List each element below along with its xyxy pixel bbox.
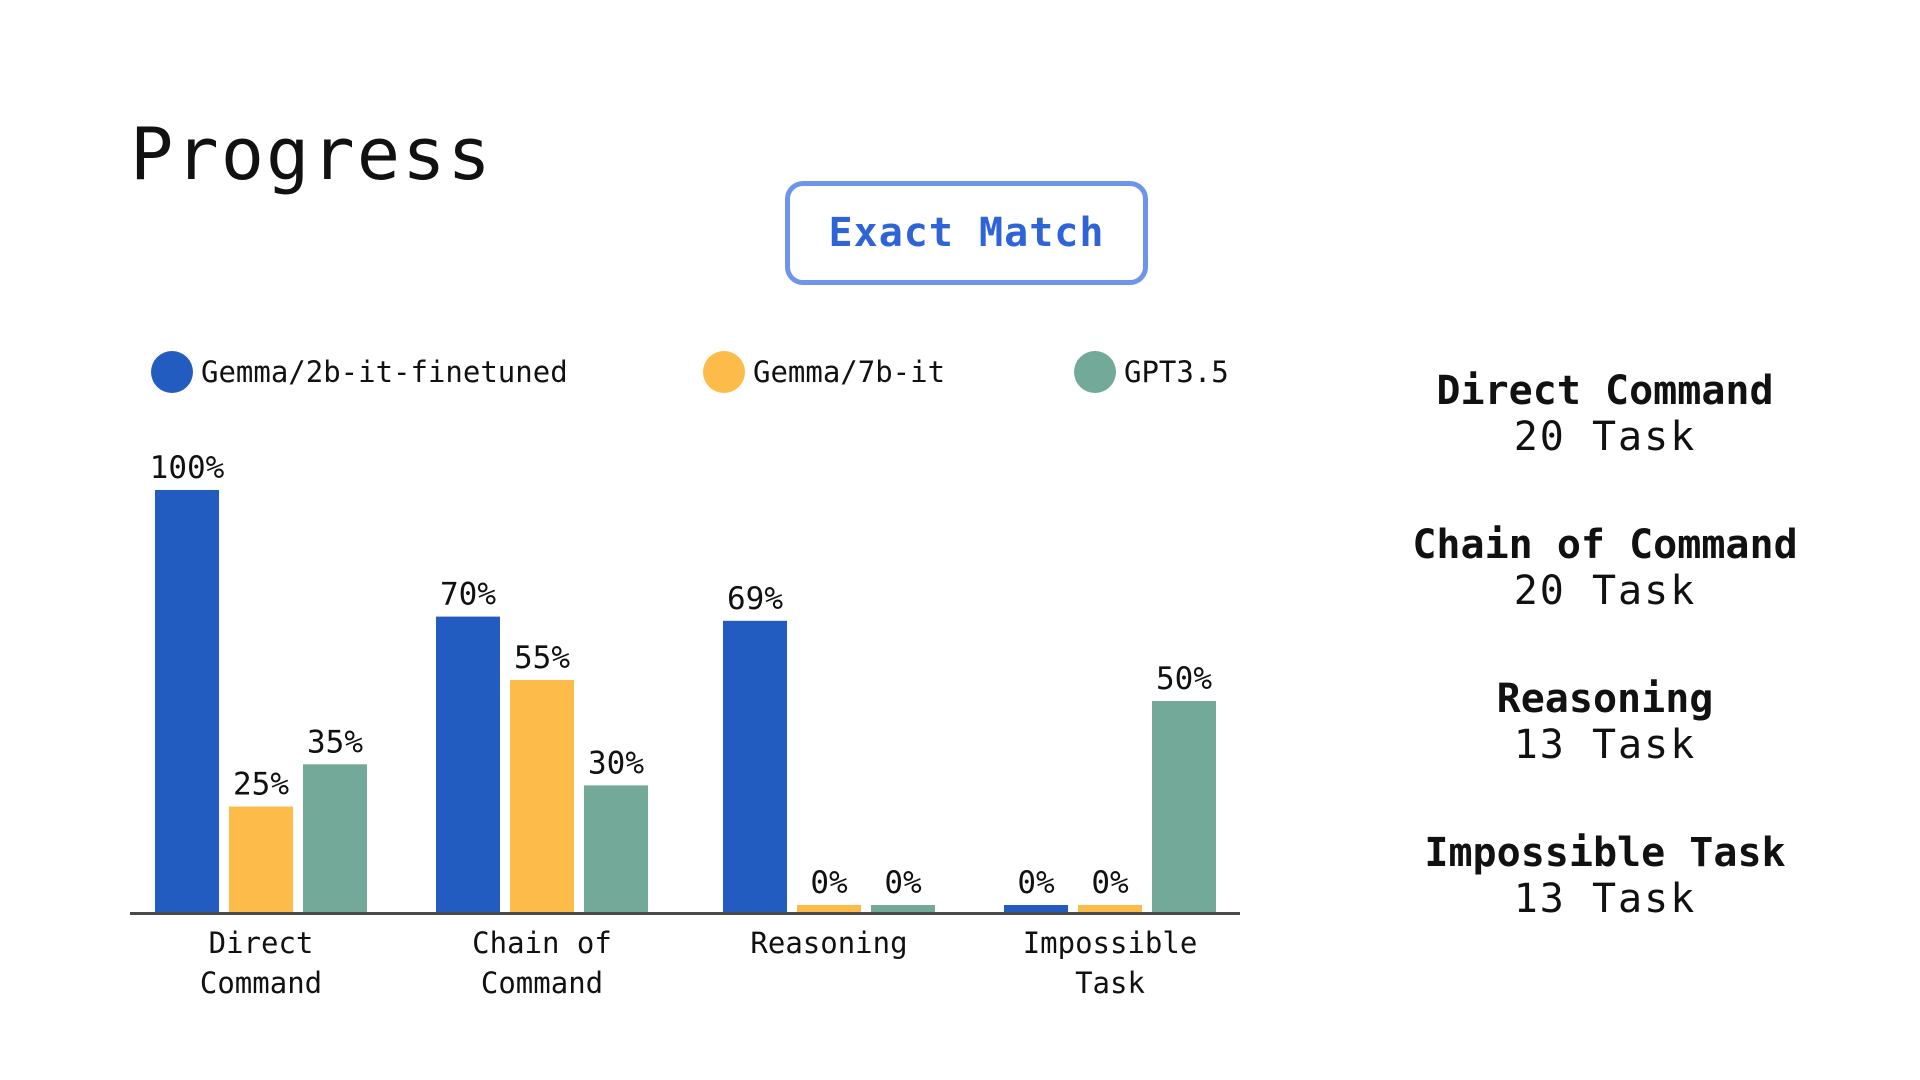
x-tick-label: Command — [200, 966, 322, 1000]
bar-value-label: 55% — [514, 640, 570, 676]
bar — [1152, 701, 1216, 912]
legend-label: Gemma/7b-it — [753, 355, 945, 389]
x-tick-label: Command — [481, 966, 603, 1000]
x-tick-label: Chain of — [472, 926, 612, 960]
summary-task-count: 13 Task — [1513, 722, 1697, 768]
summary-task-count: 20 Task — [1513, 568, 1697, 614]
legend-swatch — [1074, 351, 1116, 393]
x-tick-label: Task — [1075, 966, 1145, 1000]
bar — [436, 616, 500, 912]
x-tick-label: Reasoning — [750, 926, 907, 960]
summary-category-name: Impossible Task — [1424, 830, 1786, 876]
legend-label: GPT3.5 — [1124, 355, 1229, 389]
bar-value-label: 50% — [1156, 661, 1212, 697]
bar — [155, 490, 219, 912]
page-title: Progress — [130, 112, 493, 196]
summary-task-count: 13 Task — [1513, 876, 1697, 922]
x-tick-label: Impossible — [1023, 926, 1198, 960]
exact-match-button[interactable]: Exact Match — [785, 181, 1148, 285]
bar-value-label: 0% — [1017, 865, 1055, 901]
summary-category-name: Chain of Command — [1412, 522, 1798, 568]
bar-value-label: 0% — [884, 865, 922, 901]
bar — [797, 905, 861, 912]
bar — [584, 785, 648, 912]
bar-value-label: 69% — [727, 581, 783, 617]
task-summary: Direct Command 20 Task Chain of Command … — [1380, 368, 1830, 984]
summary-category-name: Reasoning — [1496, 676, 1714, 722]
legend-swatch — [151, 351, 193, 393]
bar-value-label: 30% — [588, 745, 644, 781]
summary-category-name: Direct Command — [1436, 368, 1774, 414]
bar-value-label: 25% — [233, 767, 289, 803]
bar-value-label: 100% — [150, 450, 225, 486]
bar-value-label: 35% — [307, 724, 363, 760]
summary-item: Reasoning 13 Task — [1380, 676, 1830, 830]
x-tick-label: Direct — [209, 926, 314, 960]
bar — [510, 679, 574, 912]
bar — [1004, 905, 1068, 912]
bar — [229, 806, 293, 912]
summary-item: Chain of Command 20 Task — [1380, 522, 1830, 676]
bar-value-label: 0% — [810, 865, 848, 901]
bar — [723, 620, 787, 912]
bar — [871, 905, 935, 912]
bar — [1078, 905, 1142, 912]
bar-value-label: 70% — [440, 577, 496, 613]
summary-task-count: 20 Task — [1513, 414, 1697, 460]
bar — [303, 764, 367, 912]
bar-value-label: 0% — [1091, 865, 1129, 901]
summary-item: Direct Command 20 Task — [1380, 368, 1830, 522]
legend-swatch — [703, 351, 745, 393]
legend-label: Gemma/2b-it-finetuned — [201, 355, 568, 389]
summary-item: Impossible Task 13 Task — [1380, 830, 1830, 984]
